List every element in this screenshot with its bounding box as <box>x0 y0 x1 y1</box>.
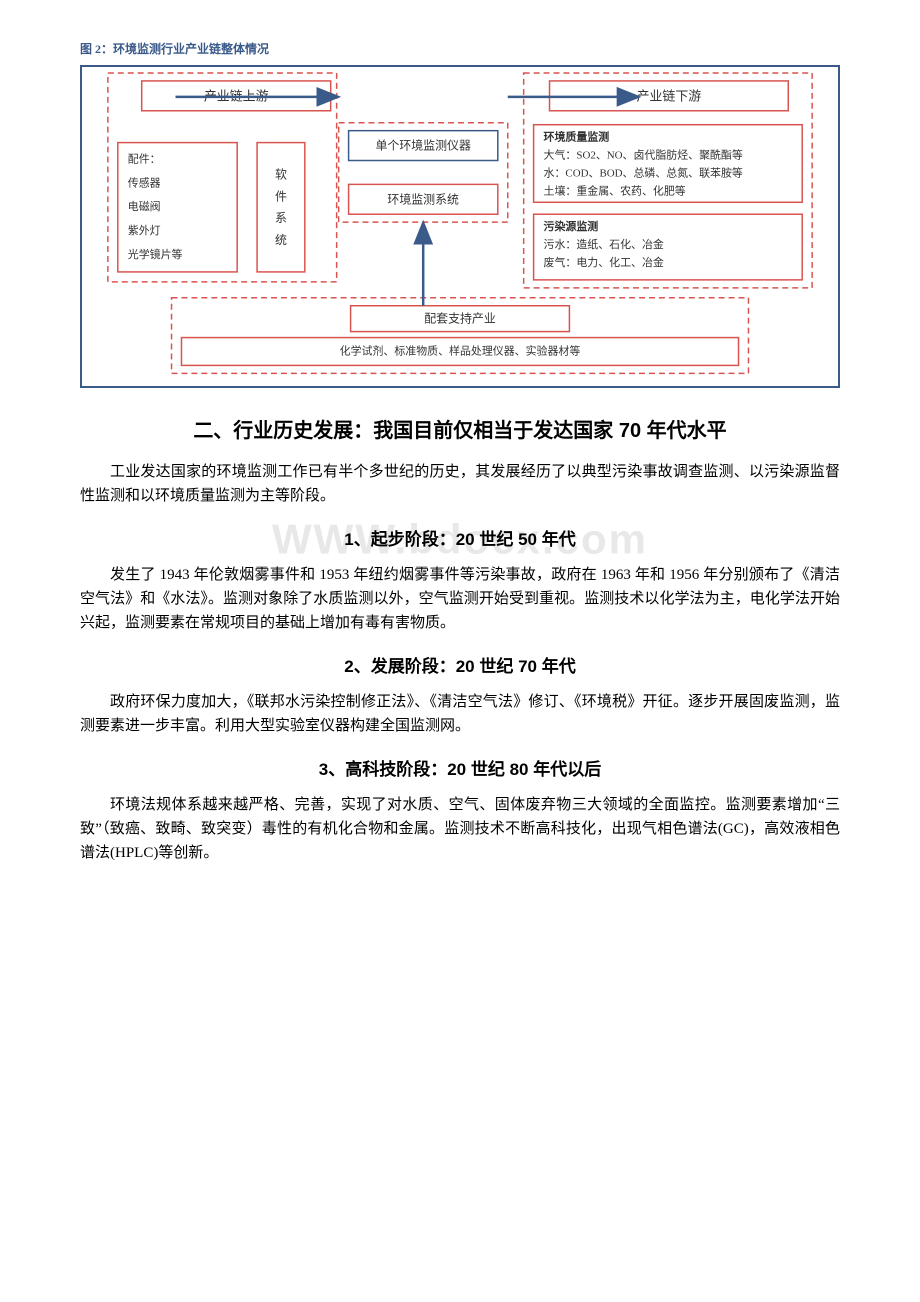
svg-text:环境监测系统: 环境监测系统 <box>387 192 459 206</box>
svg-text:配件：: 配件： <box>128 152 161 166</box>
svg-text:电磁阀: 电磁阀 <box>128 199 161 213</box>
svg-text:配套支持产业: 配套支持产业 <box>424 312 496 326</box>
svg-text:土壤：重金属、农药、化肥等: 土壤：重金属、农药、化肥等 <box>544 184 686 198</box>
figure-caption: 图 2：环境监测行业产业链整体情况 <box>80 40 840 59</box>
svg-text:统: 统 <box>275 233 287 247</box>
svg-text:紫外灯: 紫外灯 <box>128 224 161 237</box>
subsection-1-body: 发生了 1943 年伦敦烟雾事件和 1953 年纽约烟雾事件等污染事故，政府在 … <box>80 563 840 635</box>
svg-text:件: 件 <box>275 189 287 203</box>
subsection-2-heading: 2、发展阶段：20 世纪 70 年代 <box>80 653 840 680</box>
section-2-intro: 工业发达国家的环境监测工作已有半个多世纪的历史，其发展经历了以典型污染事故调查监… <box>80 460 840 508</box>
svg-text:产业链下游: 产业链下游 <box>637 89 702 104</box>
diagram-svg: 产业链上游产业链下游单个环境监测仪器环境监测系统配套支持产业化学试剂、标准物质、… <box>82 67 838 385</box>
svg-text:污水：造纸、石化、冶金: 污水：造纸、石化、冶金 <box>544 237 664 251</box>
section-2-heading: 二、行业历史发展：我国目前仅相当于发达国家 70 年代水平 <box>80 416 840 446</box>
svg-text:环境质量监测: 环境质量监测 <box>544 130 610 144</box>
svg-text:传感器: 传感器 <box>128 177 161 190</box>
svg-text:化学试剂、标准物质、样品处理仪器、实验器材等: 化学试剂、标准物质、样品处理仪器、实验器材等 <box>340 344 581 358</box>
svg-text:污染源监测: 污染源监测 <box>544 219 599 233</box>
subsection-3-body: 环境法规体系越来越严格、完善，实现了对水质、空气、固体废弃物三大领域的全面监控。… <box>80 793 840 865</box>
subsection-1-heading: 1、起步阶段：20 世纪 50 年代 <box>80 526 840 553</box>
subsection-3-heading: 3、高科技阶段：20 世纪 80 年代以后 <box>80 756 840 783</box>
svg-text:水：COD、BOD、总磷、总氮、联苯胺等: 水：COD、BOD、总磷、总氮、联苯胺等 <box>544 166 743 180</box>
industry-chain-diagram: 产业链上游产业链下游单个环境监测仪器环境监测系统配套支持产业化学试剂、标准物质、… <box>80 65 840 387</box>
subsection-2-body: 政府环保力度加大，《联邦水污染控制修正法》、《清洁空气法》修订、《环境税》开征。… <box>80 690 840 738</box>
svg-text:软: 软 <box>275 168 287 182</box>
svg-text:单个环境监测仪器: 单个环境监测仪器 <box>375 139 470 153</box>
svg-text:废气：电力、化工、冶金: 废气：电力、化工、冶金 <box>544 255 664 269</box>
svg-text:系: 系 <box>275 211 287 225</box>
svg-text:大气：SO2、NO、卤代脂肪烃、聚酰酯等: 大气：SO2、NO、卤代脂肪烃、聚酰酯等 <box>544 148 743 162</box>
svg-text:光学镜片等: 光学镜片等 <box>128 247 183 261</box>
